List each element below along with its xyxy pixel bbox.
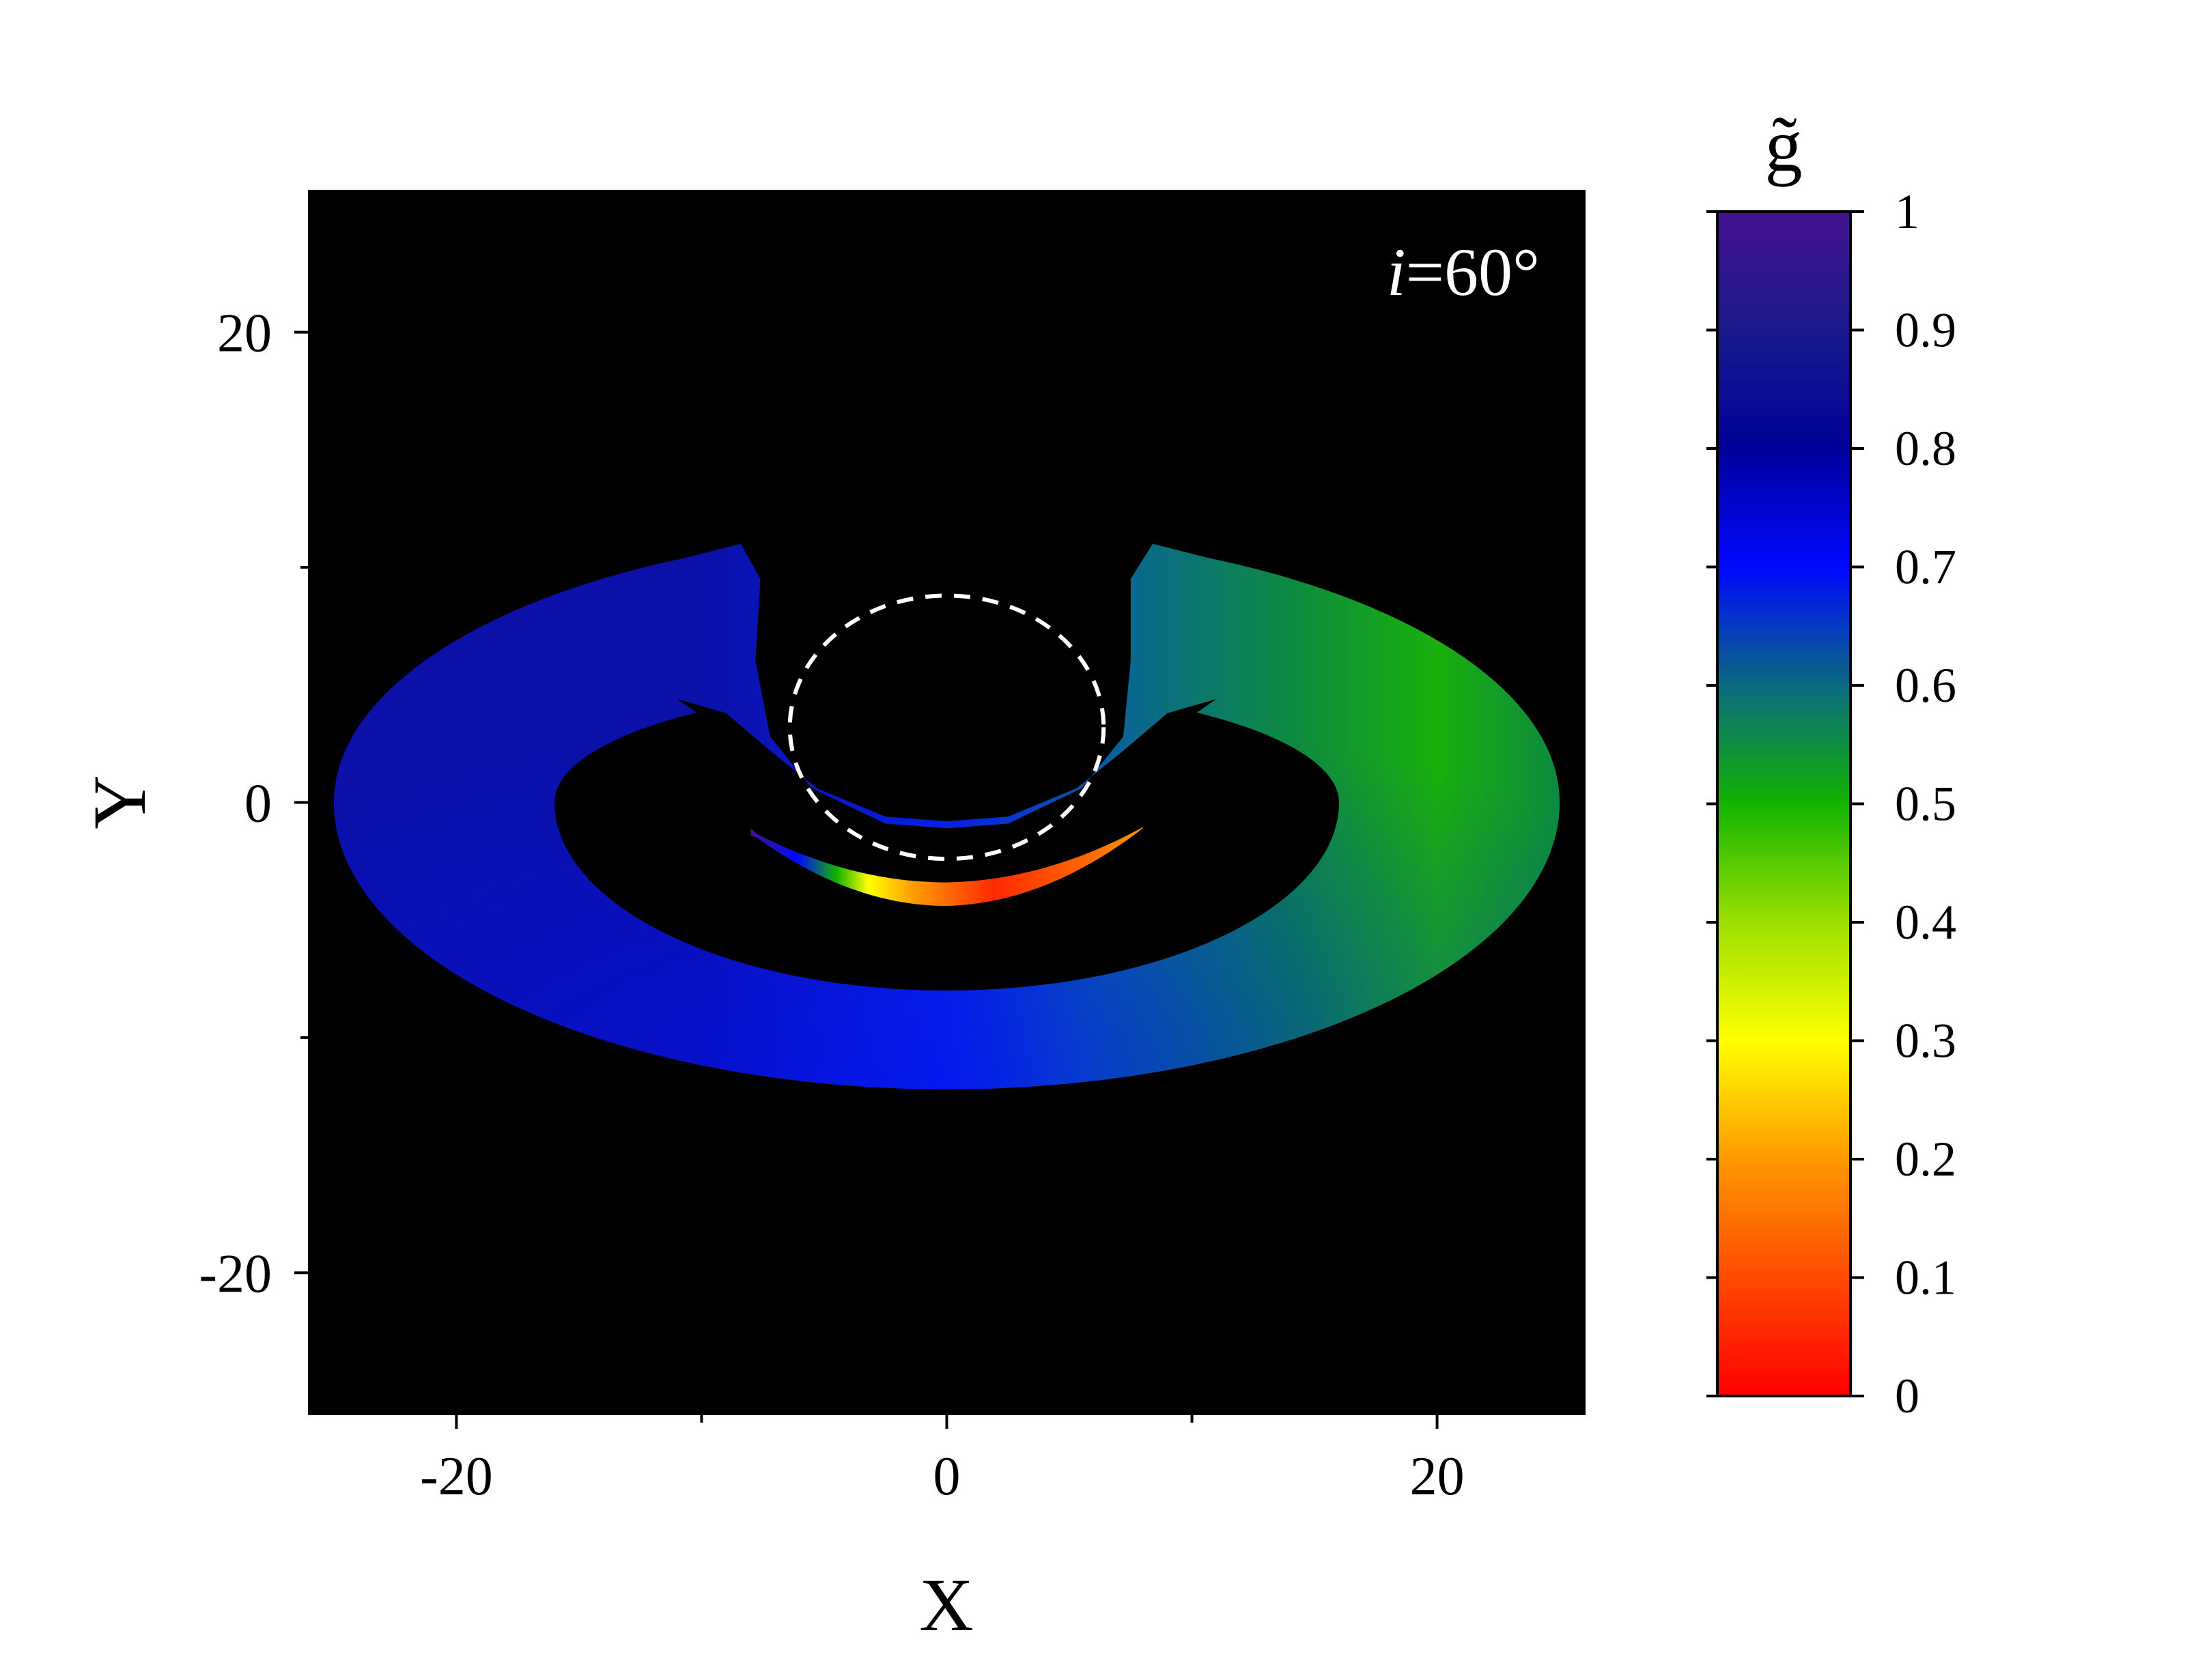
colorbar-tick-label: 0.3 [1895, 1014, 1956, 1068]
colorbar-tick-label: 0.2 [1895, 1132, 1956, 1186]
colorbar-tick-label: 0.1 [1895, 1251, 1956, 1305]
inclination-annotation: i=60° [1387, 234, 1540, 310]
x-tick-label: 0 [933, 1447, 961, 1507]
plot-content [333, 543, 1560, 1090]
colorbar-tick-label: 0.4 [1895, 895, 1956, 950]
x-tick-label: -20 [420, 1447, 493, 1507]
colorbar-tick-label: 0.8 [1895, 421, 1956, 476]
y-tick-label: 20 [217, 304, 272, 364]
shadow-boundary-dashed [787, 593, 1106, 862]
secondary-arc-image [750, 827, 1143, 906]
colorbar-ticks: 1 0.9 0.8 0.7 0.6 0.5 0.4 0.3 0.2 0.1 0 [1706, 184, 1956, 1423]
x-axis-label: X [919, 1563, 973, 1647]
y-tick-label: -20 [199, 1244, 272, 1304]
y-axis: 20 0 -20 [199, 304, 309, 1304]
colorbar-tick-label: 0.9 [1895, 303, 1956, 358]
colorbar-tick-label: 0.6 [1895, 658, 1956, 713]
x-axis: -20 0 20 [420, 1414, 1465, 1507]
colorbar-tick-label: 0 [1895, 1369, 1919, 1423]
colorbar-tick-label: 0.5 [1895, 777, 1956, 831]
colorbar-tick-label: 0.7 [1895, 540, 1956, 595]
y-axis-label: Y [78, 775, 161, 829]
primary-disk-shade [333, 543, 1560, 1090]
x-tick-label: 20 [1410, 1447, 1465, 1507]
colorbar-label: g̃ [1765, 104, 1803, 187]
colorbar-tick-label: 1 [1895, 184, 1919, 239]
colorbar [1717, 212, 1850, 1396]
y-tick-label: 0 [244, 774, 272, 834]
